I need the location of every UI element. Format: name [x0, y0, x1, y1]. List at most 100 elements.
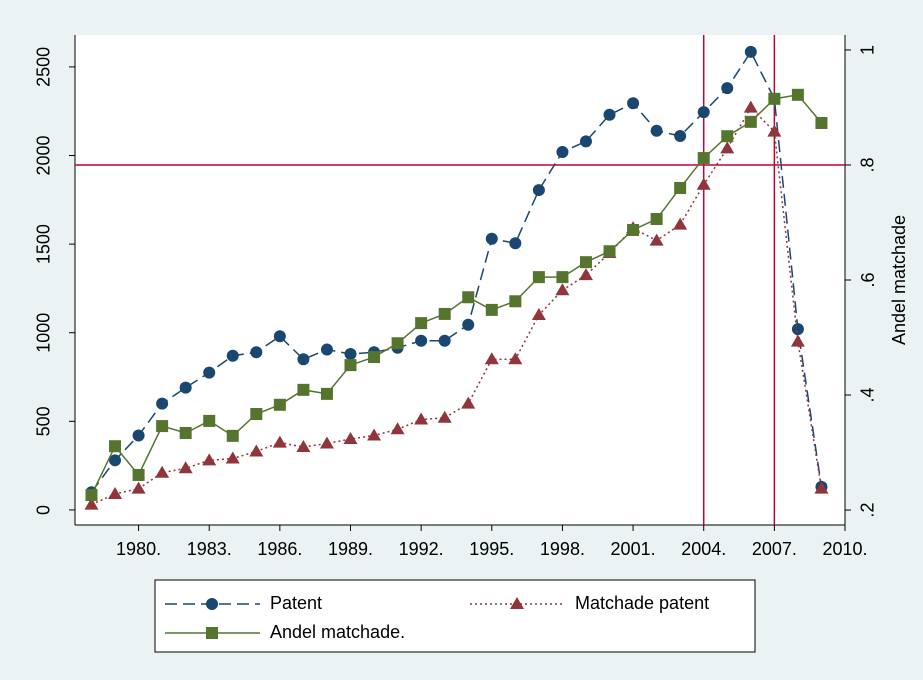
y2-tick-label: .2 — [858, 503, 878, 518]
marker — [319, 436, 334, 449]
marker — [532, 184, 545, 197]
series-line — [91, 106, 823, 506]
marker — [415, 334, 428, 347]
marker — [131, 481, 146, 494]
marker — [791, 323, 804, 336]
marker — [649, 233, 664, 246]
legend-marker — [510, 597, 524, 609]
marker — [603, 108, 616, 121]
marker — [509, 295, 522, 308]
marker — [768, 92, 781, 105]
marker — [555, 283, 570, 296]
marker — [720, 141, 735, 154]
marker — [414, 412, 429, 425]
marker — [368, 351, 381, 364]
x-tick-label: 1992. — [399, 539, 444, 559]
marker — [438, 307, 451, 320]
marker — [250, 346, 263, 359]
x-tick-label: 1995. — [469, 539, 514, 559]
marker — [296, 440, 311, 453]
marker — [415, 317, 428, 330]
marker — [485, 232, 498, 245]
y2-tick-label: 1 — [858, 45, 878, 55]
marker — [84, 497, 99, 510]
marker — [344, 359, 357, 372]
marker — [579, 256, 592, 269]
marker — [697, 106, 710, 119]
y-tick-label: 0 — [34, 505, 54, 515]
marker — [249, 444, 264, 457]
y2-title: Andel matchade — [889, 215, 909, 345]
marker — [674, 181, 687, 194]
marker — [344, 347, 357, 360]
marker — [132, 429, 145, 442]
y-tick-label: 2000 — [34, 135, 54, 175]
marker — [226, 429, 239, 442]
marker — [226, 349, 239, 362]
marker — [462, 318, 475, 331]
marker — [556, 271, 569, 284]
x-tick-label: 2004. — [681, 539, 726, 559]
marker — [791, 88, 804, 101]
marker — [815, 116, 828, 129]
x-tick-label: 2010. — [822, 539, 867, 559]
legend-marker — [206, 627, 218, 639]
marker — [556, 145, 569, 158]
marker — [484, 352, 499, 365]
legend — [154, 579, 756, 653]
marker — [627, 223, 640, 236]
marker — [297, 383, 310, 396]
marker — [156, 397, 169, 410]
marker — [109, 454, 122, 467]
marker — [485, 303, 498, 316]
marker — [343, 432, 358, 445]
y-tick-label: 1500 — [34, 224, 54, 264]
marker — [744, 45, 757, 58]
marker — [462, 291, 475, 304]
x-tick-label: 1986. — [257, 539, 302, 559]
y2-tick-label: .8 — [858, 157, 878, 172]
marker — [721, 130, 734, 143]
y2-tick-label: .6 — [858, 272, 878, 287]
marker — [508, 352, 523, 365]
marker — [225, 451, 240, 464]
marker — [814, 481, 829, 494]
marker — [461, 396, 476, 409]
y2-tick-label: .4 — [858, 388, 878, 403]
marker — [696, 177, 711, 190]
marker — [250, 408, 263, 421]
marker — [650, 213, 663, 226]
marker — [721, 82, 734, 95]
marker — [674, 130, 687, 143]
marker — [155, 465, 170, 478]
x-tick-label: 1983. — [187, 539, 232, 559]
marker — [438, 334, 451, 347]
legend-label: Patent — [270, 593, 322, 613]
marker — [744, 115, 757, 128]
marker — [85, 489, 98, 502]
legend-marker — [206, 598, 218, 610]
marker — [697, 152, 710, 165]
marker — [578, 268, 593, 281]
marker — [673, 217, 688, 230]
x-tick-label: 1980. — [116, 539, 161, 559]
marker — [320, 343, 333, 356]
marker — [767, 124, 782, 137]
x-tick-label: 2007. — [752, 539, 797, 559]
marker — [273, 398, 286, 411]
marker — [367, 428, 382, 441]
marker — [108, 486, 123, 499]
marker — [178, 461, 193, 474]
marker — [203, 414, 216, 427]
marker — [437, 410, 452, 423]
marker — [320, 387, 333, 400]
marker — [743, 100, 758, 113]
marker — [509, 237, 522, 250]
marker — [790, 334, 805, 347]
marker — [132, 468, 145, 481]
marker — [391, 337, 404, 350]
x-tick-label: 2001. — [611, 539, 656, 559]
marker — [603, 245, 616, 258]
legend-label: Andel matchade. — [270, 622, 405, 642]
